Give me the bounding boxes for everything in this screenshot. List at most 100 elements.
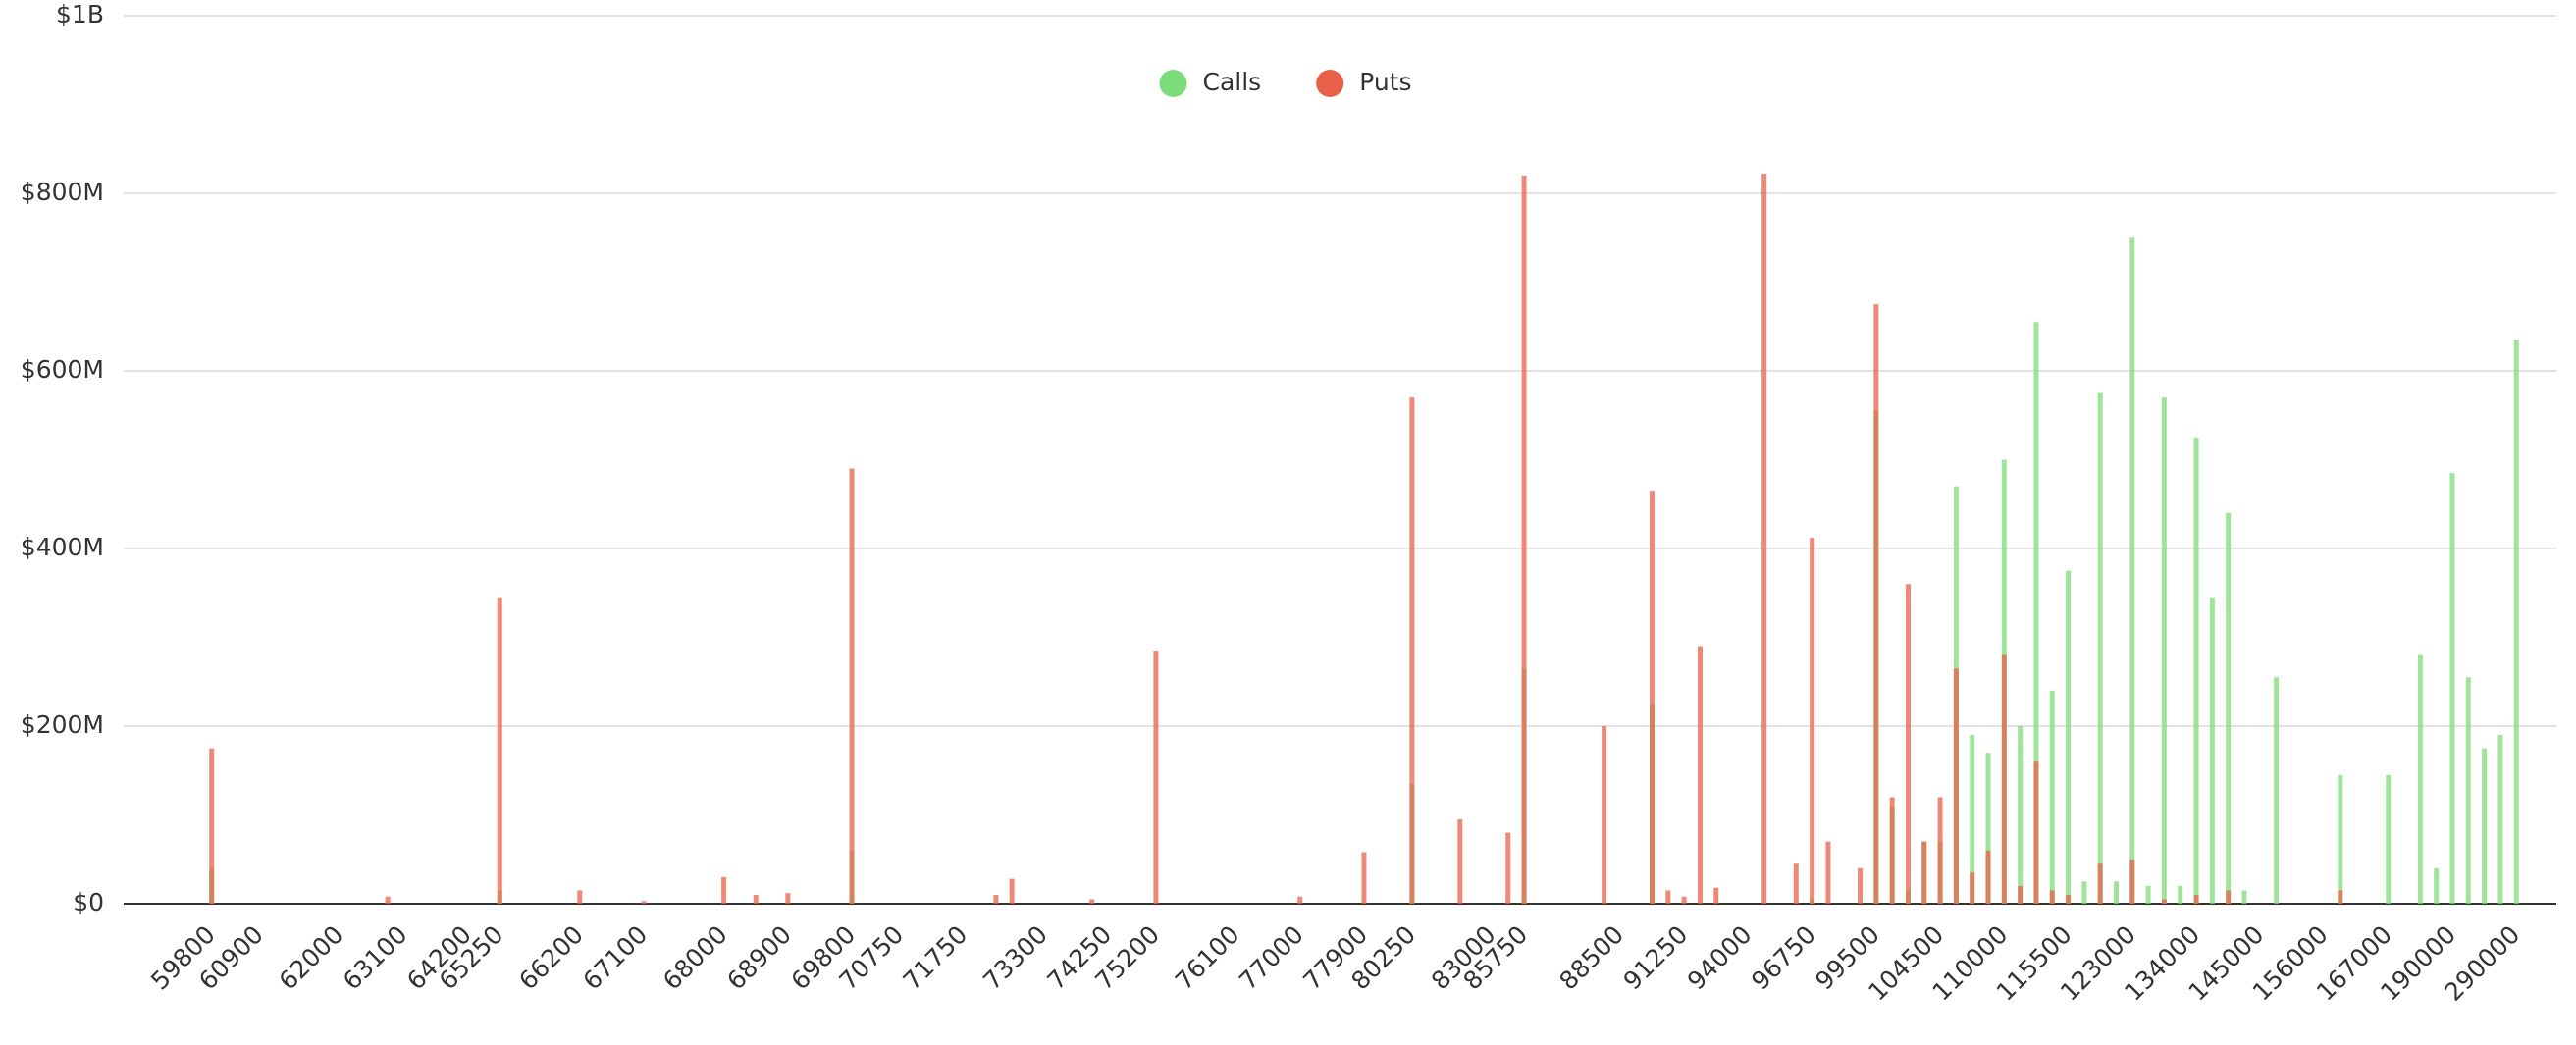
bar (2049, 890, 2055, 904)
bar (1985, 850, 1991, 904)
y-tick-label: $0 (73, 888, 104, 916)
bar (2033, 761, 2039, 904)
bar (993, 894, 999, 904)
bar (1793, 863, 1799, 904)
bar (2081, 881, 2087, 904)
bar (753, 894, 759, 904)
y-tick-label: $800M (21, 178, 104, 206)
bar (577, 890, 583, 904)
bar (2274, 677, 2280, 904)
bar (2097, 392, 2103, 904)
bar (1697, 646, 1703, 904)
bar (209, 748, 215, 904)
bar (1937, 797, 1943, 904)
bar (1858, 867, 1864, 904)
legend-label[interactable]: Puts (1359, 68, 1411, 96)
bar (2417, 654, 2423, 904)
bar (1153, 651, 1159, 904)
bar (1297, 896, 1303, 904)
bar (2129, 859, 2135, 904)
bar (2449, 473, 2455, 904)
x-tick-label: 63100 (338, 920, 413, 996)
x-tick-label: 94000 (1682, 920, 1758, 996)
y-tick-label: $200M (21, 710, 104, 739)
bar (2129, 237, 2135, 904)
bar (2001, 654, 2007, 904)
bar (1409, 397, 1415, 904)
bar (385, 896, 391, 904)
bar (1457, 819, 1463, 904)
bar (2161, 397, 2167, 904)
bar (1650, 491, 1656, 904)
bar (1889, 797, 1895, 904)
bar (1873, 304, 1879, 904)
bar (1970, 735, 1975, 904)
bar (2113, 881, 2119, 904)
bar (2145, 885, 2151, 904)
bar (497, 597, 502, 904)
bar (2465, 677, 2471, 904)
legend-marker[interactable] (1159, 70, 1187, 97)
bar (2033, 322, 2039, 905)
bar (2049, 690, 2055, 904)
bar (1089, 899, 1095, 904)
x-tick-label: 71750 (898, 920, 973, 996)
bar (2178, 885, 2183, 904)
bar (2482, 748, 2488, 904)
bar (2193, 437, 2199, 904)
bar (2241, 890, 2247, 904)
bar (1681, 896, 1687, 904)
x-tick-label: 62000 (274, 920, 349, 996)
bar (2193, 894, 2199, 904)
bar (2018, 726, 2024, 904)
bar (2066, 894, 2072, 904)
bar (2513, 340, 2519, 904)
bar (1665, 890, 1671, 904)
bar (1970, 872, 1975, 904)
bar (1505, 832, 1511, 904)
bar (2338, 890, 2343, 904)
x-tick-label: 91250 (1618, 920, 1694, 996)
bar (721, 876, 727, 904)
bar (2338, 774, 2343, 904)
bar (2497, 735, 2503, 904)
bar (1009, 878, 1015, 904)
bar (1825, 841, 1831, 904)
bar (1361, 852, 1367, 904)
bar (2018, 885, 2024, 904)
x-tick-label: 68000 (657, 920, 733, 996)
bar (2226, 512, 2232, 904)
y-tick-label: $600M (21, 355, 104, 384)
y-tick-label: $1B (56, 0, 104, 28)
bar (2066, 570, 2072, 904)
bar (1985, 753, 1991, 904)
bar (1921, 841, 1927, 904)
legend-marker[interactable] (1316, 70, 1344, 97)
bar (1602, 726, 1607, 904)
x-tick-label: 77000 (1234, 920, 1309, 996)
bar (1810, 538, 1815, 904)
x-tick-label: 76100 (1170, 920, 1245, 996)
bar (785, 893, 791, 904)
x-tick-label: 96750 (1746, 920, 1821, 996)
bar (1521, 175, 1527, 904)
bar (2097, 863, 2103, 904)
bar (641, 901, 647, 904)
legend-label[interactable]: Calls (1203, 68, 1262, 96)
bar (849, 468, 855, 904)
bar (2386, 774, 2392, 904)
y-tick-label: $400M (21, 533, 104, 561)
x-tick-label: 68900 (721, 920, 797, 996)
bar (1713, 887, 1719, 904)
x-tick-label: 66200 (513, 920, 589, 996)
bar (2434, 867, 2440, 904)
bar (2209, 597, 2215, 904)
x-tick-label: 88500 (1553, 920, 1629, 996)
x-tick-label: 73300 (977, 920, 1053, 996)
bar (2161, 899, 2167, 904)
bar (1953, 668, 1959, 904)
bar (1905, 584, 1911, 904)
bar (2226, 890, 2232, 904)
